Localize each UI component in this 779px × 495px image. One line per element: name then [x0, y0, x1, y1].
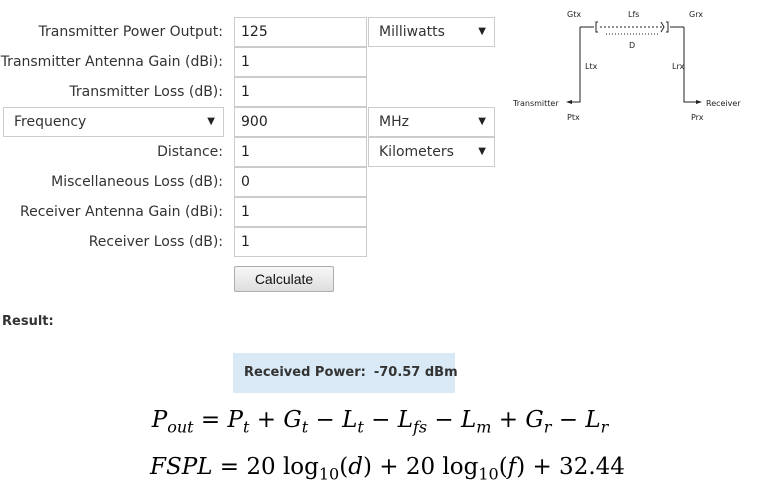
transmitter-power-label: Transmitter Power Output:: [38, 24, 223, 40]
grx-label: Grx: [689, 10, 703, 19]
pout-formula: Pout = Pt + Gt − Lt − Lfs − Lm + Gr − Lr: [151, 407, 609, 437]
gtx-label: Gtx: [567, 10, 581, 19]
received-power-value: -70.57 dBm: [373, 365, 458, 380]
tx-feed-line: [570, 27, 581, 103]
tx-antenna-gain-input[interactable]: 1: [234, 47, 367, 77]
rx-loss-input[interactable]: 1: [234, 227, 367, 257]
link-budget-diagram: Gtx Lfs Grx D Ltx Lrx Transmitter Receiv…: [512, 10, 741, 122]
wave-arrow-icon: [660, 21, 665, 33]
fspl-formula: FSPL = 20 log10(d) + 20 log10(f) + 32.44: [150, 454, 625, 484]
calculate-button[interactable]: Calculate: [234, 266, 334, 292]
prx-label: Prx: [691, 113, 704, 122]
misc-loss-input[interactable]: 0: [234, 167, 367, 197]
distance-input[interactable]: 1: [234, 137, 367, 167]
rx-feed-line: [683, 27, 698, 103]
received-power-label: Received Power:: [244, 365, 366, 380]
frequency-select-value: Frequency: [14, 114, 87, 130]
misc-loss-label: Miscellaneous Loss (dB):: [51, 174, 223, 190]
lrx-label: Lrx: [672, 62, 685, 71]
distance-d-label: D: [629, 41, 635, 50]
lfs-label: Lfs: [628, 10, 639, 19]
frequency-wavelength-select[interactable]: Frequency ▼: [3, 107, 224, 137]
receiver-label: Receiver: [706, 99, 741, 108]
rx-antenna-icon: [666, 21, 669, 33]
transmitter-label: Transmitter: [512, 99, 559, 108]
frequency-input[interactable]: 900: [234, 107, 367, 137]
chevron-down-icon: ▼: [478, 146, 486, 157]
tx-antenna-gain-label: Transmitter Antenna Gain (dBi):: [0, 54, 223, 70]
chevron-down-icon: ▼: [207, 116, 215, 127]
tx-antenna-icon: [595, 21, 598, 33]
rx-antenna-gain-input[interactable]: 1: [234, 197, 367, 227]
ptx-label: Ptx: [567, 113, 580, 122]
result-heading: Result:: [2, 314, 54, 329]
frequency-unit-select[interactable]: MHz ▼: [368, 107, 495, 137]
distance-unit-value: Kilometers: [379, 144, 454, 160]
distance-label: Distance:: [157, 144, 223, 160]
arrow-left-icon: [566, 100, 572, 104]
ltx-label: Ltx: [585, 62, 598, 71]
arrow-right-icon: [696, 100, 702, 104]
rx-loss-label: Receiver Loss (dB):: [88, 234, 223, 250]
chevron-down-icon: ▼: [478, 26, 486, 37]
distance-unit-select[interactable]: Kilometers ▼: [368, 137, 495, 167]
frequency-unit-value: MHz: [379, 114, 409, 130]
chevron-down-icon: ▼: [478, 116, 486, 127]
tx-loss-label: Transmitter Loss (dB):: [69, 84, 223, 100]
power-unit-select[interactable]: Milliwatts ▼: [368, 17, 495, 47]
rx-antenna-gain-label: Receiver Antenna Gain (dBi):: [19, 204, 223, 220]
received-power-result: Received Power: -70.57 dBm: [233, 353, 458, 393]
transmitter-power-input[interactable]: 125: [234, 17, 367, 47]
tx-loss-input[interactable]: 1: [234, 77, 367, 107]
power-unit-value: Milliwatts: [379, 24, 445, 40]
